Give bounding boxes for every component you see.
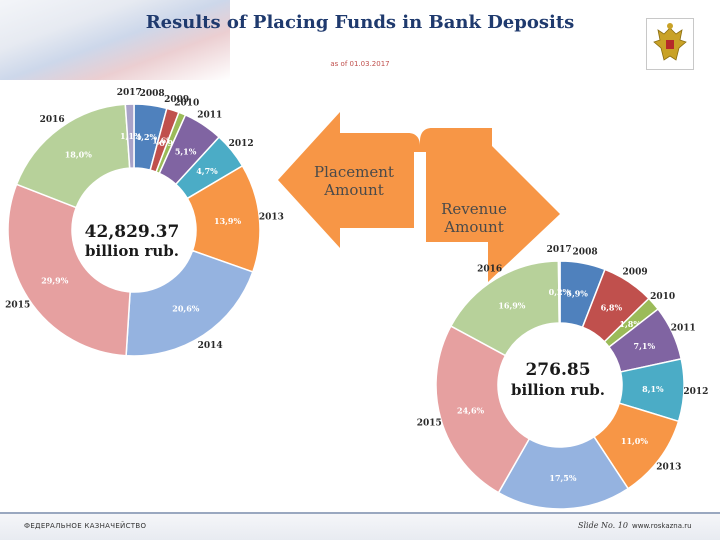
donut-slice-2015	[435, 325, 531, 494]
year-label-2015: 2015	[5, 300, 30, 310]
placement-donut-chart: 2008 4,2% 2009 1,6% 2010 0,9% 2011 5,1% 2012 4,7%…	[5, 88, 284, 357]
footer-organization: ФЕДЕРАЛЬНОЕ КАЗНАЧЕЙСТВО	[24, 522, 147, 530]
year-label-2008: 2008	[573, 247, 598, 257]
year-label-2011: 2011	[197, 111, 222, 121]
placement-label-line2: Amount	[323, 181, 383, 199]
placement-label-line1: Placement	[314, 163, 394, 181]
slide-title: Results of Placing Funds in Bank Deposit…	[145, 12, 575, 33]
percent-label-2017: 1,1%	[120, 131, 142, 141]
slide-number: Slide No. 10	[578, 521, 628, 530]
percent-label-2010: 1,8%	[619, 319, 641, 329]
year-label-2012: 2012	[683, 387, 708, 397]
year-label-2013: 2013	[259, 213, 284, 223]
year-label-2009: 2009	[164, 95, 189, 105]
footer-divider	[0, 512, 720, 514]
year-label-2010: 2010	[650, 292, 675, 302]
percent-label-2011: 5,1%	[175, 146, 197, 156]
placement-center-unit: billion rub.	[85, 242, 179, 260]
slide-subtitle: as of 01.03.2017	[330, 60, 390, 68]
footer-bar	[0, 514, 720, 540]
revenue-label-line1: Revenue	[441, 200, 507, 218]
donut-slice-2014	[125, 249, 254, 357]
footer-url: www.roskazna.ru	[632, 522, 692, 530]
flag-background	[0, 0, 230, 80]
percent-label-2013: 13,9%	[214, 216, 241, 226]
percent-label-2014: 17,5%	[549, 473, 576, 483]
year-label-2008: 2008	[140, 89, 165, 99]
donut-slice-2017	[124, 103, 135, 169]
percent-label-2014: 20,6%	[172, 303, 199, 313]
placement-arrow	[278, 112, 420, 248]
percent-label-2016: 18,0%	[65, 149, 92, 159]
percent-label-2010: 0,9%	[159, 138, 181, 148]
percent-label-2008: 5,9%	[566, 289, 588, 299]
year-label-2009: 2009	[623, 268, 648, 278]
placement-center-value: 42,829.37	[85, 222, 180, 242]
percent-label-2009: 6,8%	[601, 302, 623, 312]
year-label-2016: 2016	[40, 115, 65, 125]
year-label-2010: 2010	[174, 99, 199, 109]
revenue-center-unit: billion rub.	[511, 381, 605, 399]
donut-slice-2015	[7, 183, 131, 357]
percent-label-2011: 7,1%	[634, 341, 656, 351]
year-label-2012: 2012	[229, 139, 254, 149]
percent-label-2017: 0,2%	[549, 287, 571, 297]
percent-label-2009: 1,6%	[152, 136, 174, 146]
year-label-2013: 2013	[656, 463, 681, 473]
year-label-2011: 2011	[671, 324, 696, 334]
year-label-2015: 2015	[417, 418, 442, 428]
donut-slice-2016	[15, 103, 131, 209]
year-label-2017: 2017	[117, 88, 142, 98]
year-label-2017: 2017	[547, 245, 572, 255]
percent-label-2012: 4,7%	[196, 166, 218, 176]
percent-label-2015: 29,9%	[41, 276, 68, 286]
year-label-2014: 2014	[198, 341, 223, 351]
revenue-center-value: 276.85	[525, 360, 590, 380]
year-label-2016: 2016	[477, 265, 502, 275]
percent-label-2015: 24,6%	[457, 406, 484, 416]
percent-label-2008: 4,2%	[136, 132, 158, 142]
emblem-icon	[646, 18, 694, 70]
percent-label-2013: 11,0%	[621, 436, 648, 446]
percent-label-2016: 16,9%	[498, 300, 525, 310]
revenue-label-line2: Amount	[443, 218, 503, 236]
donut-slice-2017	[557, 260, 561, 324]
percent-label-2012: 8,1%	[642, 384, 664, 394]
revenue-arrow	[420, 128, 560, 282]
revenue-donut-chart: 2008 5,9% 2009 6,8% 2010 1,8% 2011 7,1% 2012 8,1%…	[417, 245, 709, 527]
